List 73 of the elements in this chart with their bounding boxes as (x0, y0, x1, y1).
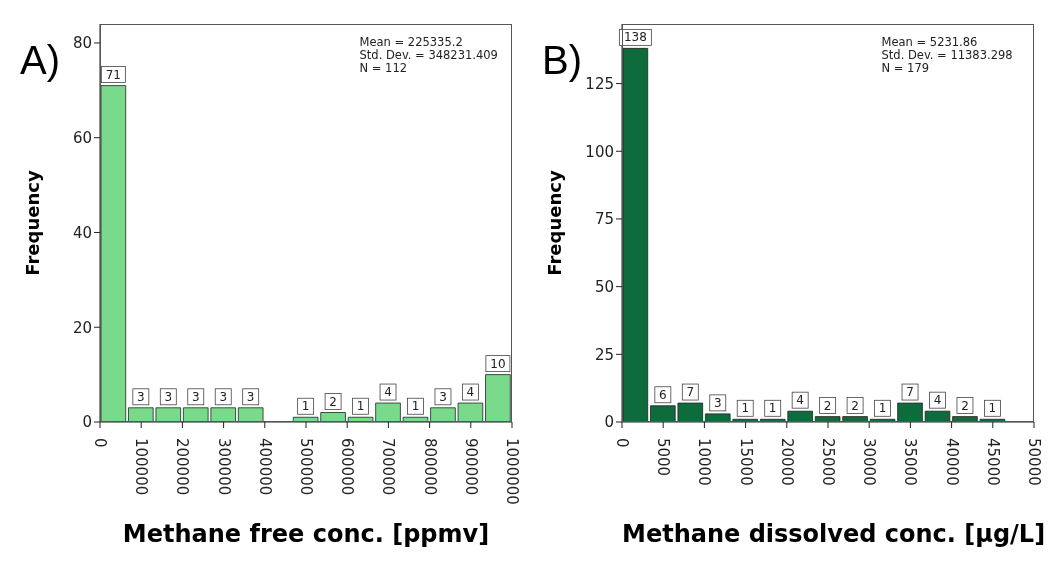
data-label: 4 (466, 385, 475, 400)
annotation: N = 179 (881, 61, 931, 75)
data-label: 3 (137, 389, 145, 404)
data-label: 3 (191, 389, 200, 404)
data-label: 2 (329, 394, 337, 409)
x-tick-label: 800000 (420, 438, 439, 496)
data-label: 1 (301, 399, 310, 414)
x-tick-label: 30000 (860, 438, 879, 486)
x-tick-label: 0 (91, 438, 109, 448)
chart-title: A) (20, 38, 60, 83)
data-label: 4 (933, 393, 942, 408)
data-label: 2 (823, 398, 832, 413)
x-tick-label: 45000 (983, 438, 1002, 486)
annotation: N = 112 (359, 61, 409, 75)
x-axis-title: Methane free conc. [ppmv] (121, 520, 491, 548)
data-label: 3 (219, 389, 228, 404)
data-label: 4 (384, 385, 392, 400)
annotation: Std. Dev. = 348231.409 (359, 48, 498, 62)
x-tick-label: 0 (613, 438, 631, 448)
x-tick-label: 1000000 (503, 438, 521, 505)
x-tick-label: 700000 (379, 438, 398, 496)
x-tick-label: 15000 (736, 438, 755, 486)
data-label: 2 (851, 398, 859, 413)
x-tick-label: 25000 (819, 438, 837, 486)
y-tick-label: 80 (72, 34, 92, 53)
data-label: 1 (878, 401, 887, 416)
data-label: 6 (659, 387, 667, 402)
x-tick-label: 900000 (461, 438, 480, 496)
x-tick-label: 5000 (654, 438, 673, 477)
y-axis-title: Frequency (21, 170, 43, 276)
y-tick-label: 60 (72, 129, 92, 148)
chart-title: B) (542, 38, 582, 83)
data-label: 1 (356, 399, 365, 414)
x-tick-label: 200000 (173, 438, 192, 496)
data-label: 1 (411, 399, 420, 414)
annotation: Mean = 225335.2 (359, 35, 464, 49)
x-tick-label: 400000 (255, 438, 274, 496)
annotation: Std. Dev. = 11383.298 (881, 48, 1013, 62)
data-label: 1 (988, 401, 997, 416)
data-label: 3 (164, 389, 173, 404)
data-label: 3 (246, 389, 255, 404)
x-tick-label: 10000 (695, 438, 714, 486)
data-label: 10 (490, 356, 506, 371)
y-tick-label: 100 (585, 142, 614, 161)
y-tick-label: 0 (82, 413, 92, 432)
data-label: 4 (796, 393, 804, 408)
data-label: 1 (741, 401, 750, 416)
data-label: 7 (906, 385, 914, 400)
x-tick-label: 500000 (297, 438, 315, 496)
y-axis-title: Frequency (543, 170, 565, 276)
x-tick-label: 600000 (338, 438, 357, 496)
x-tick-label: 50000 (1025, 438, 1043, 486)
data-label: 7 (686, 385, 695, 400)
y-tick-label: 20 (72, 318, 92, 337)
data-label: 138 (623, 30, 647, 45)
y-tick-label: 40 (72, 223, 92, 242)
x-tick-label: 100000 (132, 438, 151, 496)
data-label: 2 (961, 398, 969, 413)
x-tick-label: 40000 (942, 438, 961, 486)
y-tick-label: 125 (585, 74, 614, 93)
x-tick-label: 20000 (777, 438, 796, 486)
data-label: 3 (439, 389, 447, 404)
x-tick-label: 35000 (901, 438, 920, 486)
x-axis-title: Methane dissolved conc. [µg/L] (622, 520, 1046, 548)
annotation: Mean = 5231.86 (881, 35, 979, 49)
data-label: 3 (713, 395, 722, 410)
y-tick-label: 25 (594, 345, 614, 364)
data-label: 1 (768, 401, 777, 416)
y-tick-label: 0 (604, 413, 614, 432)
data-label: 71 (105, 67, 121, 82)
y-tick-label: 75 (594, 210, 614, 229)
y-tick-label: 50 (594, 277, 614, 296)
x-tick-label: 300000 (214, 438, 233, 496)
